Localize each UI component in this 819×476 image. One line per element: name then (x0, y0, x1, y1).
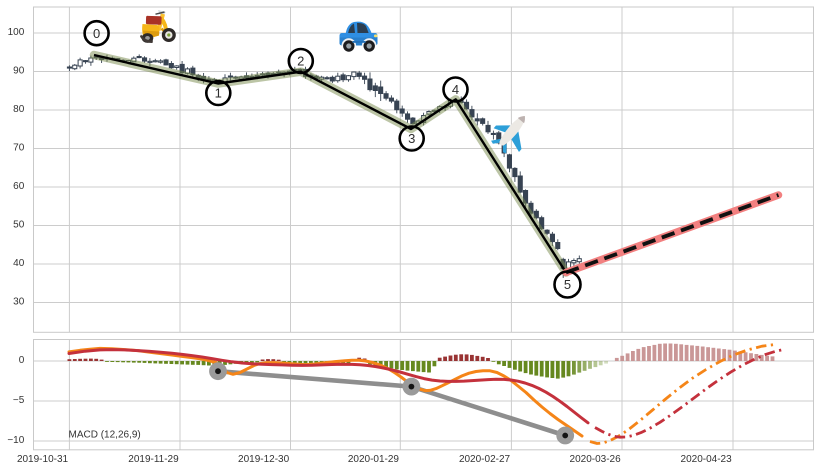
svg-text:2020-03-26: 2020-03-26 (570, 454, 622, 465)
svg-text:2019-12-30: 2019-12-30 (238, 454, 290, 465)
svg-text:2020-04-23: 2020-04-23 (681, 454, 733, 465)
svg-text:2020-01-29: 2020-01-29 (348, 454, 400, 465)
svg-text:2020-02-27: 2020-02-27 (459, 454, 511, 465)
svg-text:−5: −5 (13, 395, 25, 406)
svg-text:4: 4 (452, 82, 459, 97)
svg-text:MACD (12,26,9): MACD (12,26,9) (69, 429, 141, 440)
svg-text:0: 0 (93, 26, 100, 41)
svg-text:2019-10-31: 2019-10-31 (17, 454, 69, 465)
svg-text:70: 70 (13, 143, 25, 154)
svg-text:3: 3 (408, 131, 415, 146)
svg-text:2: 2 (297, 54, 304, 69)
svg-text:40: 40 (13, 258, 25, 269)
svg-text:1: 1 (215, 86, 222, 101)
svg-text:30: 30 (13, 297, 25, 308)
svg-text:60: 60 (13, 181, 25, 192)
svg-text:5: 5 (564, 277, 571, 292)
svg-text:2019-11-29: 2019-11-29 (128, 454, 179, 465)
svg-text:90: 90 (13, 66, 25, 77)
svg-text:50: 50 (13, 220, 25, 231)
svg-text:80: 80 (13, 104, 25, 115)
svg-text:−10: −10 (7, 435, 24, 446)
svg-text:0: 0 (19, 355, 25, 366)
svg-text:100: 100 (8, 27, 25, 38)
